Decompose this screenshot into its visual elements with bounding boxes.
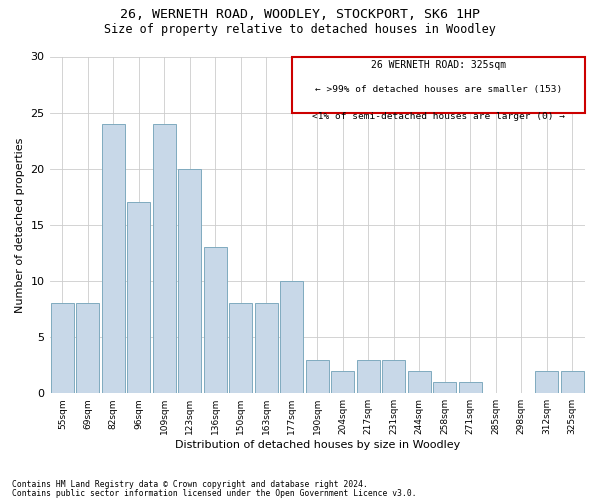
Bar <box>408 371 431 393</box>
Bar <box>535 371 558 393</box>
Text: <1% of semi-detached houses are larger (0) →: <1% of semi-detached houses are larger (… <box>312 112 565 121</box>
Bar <box>204 248 227 393</box>
Bar <box>76 304 99 393</box>
Bar <box>382 360 405 393</box>
Bar <box>306 360 329 393</box>
Bar <box>102 124 125 393</box>
Text: 26, WERNETH ROAD, WOODLEY, STOCKPORT, SK6 1HP: 26, WERNETH ROAD, WOODLEY, STOCKPORT, SK… <box>120 8 480 20</box>
Text: 26 WERNETH ROAD: 325sqm: 26 WERNETH ROAD: 325sqm <box>371 60 506 70</box>
Bar <box>51 304 74 393</box>
Bar <box>357 360 380 393</box>
Bar <box>292 56 585 112</box>
Text: Contains HM Land Registry data © Crown copyright and database right 2024.: Contains HM Land Registry data © Crown c… <box>12 480 368 489</box>
Text: Contains public sector information licensed under the Open Government Licence v3: Contains public sector information licen… <box>12 490 416 498</box>
Bar <box>229 304 252 393</box>
Bar <box>255 304 278 393</box>
X-axis label: Distribution of detached houses by size in Woodley: Distribution of detached houses by size … <box>175 440 460 450</box>
Text: ← >99% of detached houses are smaller (153): ← >99% of detached houses are smaller (1… <box>315 85 562 94</box>
Bar <box>280 281 303 393</box>
Bar <box>127 202 150 393</box>
Y-axis label: Number of detached properties: Number of detached properties <box>15 137 25 312</box>
Bar <box>178 168 201 393</box>
Bar <box>331 371 354 393</box>
Text: Size of property relative to detached houses in Woodley: Size of property relative to detached ho… <box>104 22 496 36</box>
Bar <box>153 124 176 393</box>
Bar <box>561 371 584 393</box>
Bar <box>433 382 456 393</box>
Bar <box>459 382 482 393</box>
